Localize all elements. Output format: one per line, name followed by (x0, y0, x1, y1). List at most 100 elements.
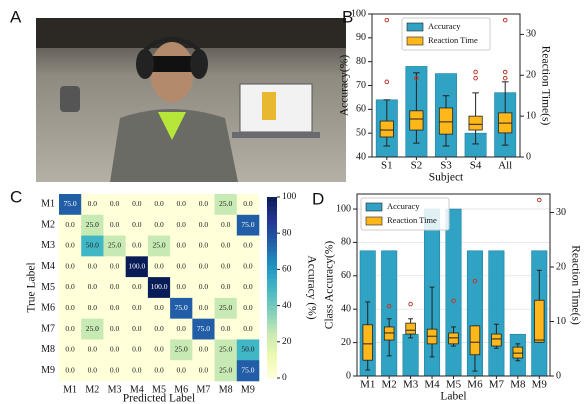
x-tick-label: M8 (510, 379, 526, 391)
box (534, 300, 544, 342)
cell-label: 0.0 (110, 345, 120, 354)
outlier (385, 80, 389, 84)
bar (489, 251, 504, 376)
x-tick-label: M3 (108, 384, 122, 395)
cell-label: 0.0 (110, 199, 120, 208)
cell-label: 0.0 (243, 324, 253, 333)
photo-robot-hand (60, 86, 80, 112)
cell-label: 100.0 (128, 261, 145, 270)
y-tick-label: 60 (341, 270, 351, 281)
cell-label: 0.0 (88, 199, 98, 208)
box (439, 108, 452, 134)
y-tick-label: M6 (41, 303, 55, 314)
cell-label: 0.0 (110, 220, 120, 229)
cell-label: 50.0 (241, 345, 254, 354)
cell-label: 25.0 (86, 324, 99, 333)
cell-label: 0.0 (65, 220, 75, 229)
figure: A B4050607080901000102030S1S2S3S4AllSubj… (0, 0, 585, 404)
legend-swatch (407, 23, 423, 31)
x-tick-label: M5 (446, 379, 462, 391)
x-tick-label: S2 (411, 160, 423, 172)
cell-label: 25.0 (219, 365, 232, 374)
cell-label: 0.0 (199, 365, 209, 374)
colorbar-segment (267, 373, 277, 378)
bar (381, 251, 396, 376)
cell-label: 75.0 (64, 199, 77, 208)
cell-label: 0.0 (132, 324, 142, 333)
y2-tick-label: 20 (556, 261, 566, 272)
y2-tick-label: 30 (556, 207, 566, 218)
box (492, 334, 502, 346)
cell-label: 0.0 (88, 303, 98, 312)
cell-label: 0.0 (110, 261, 120, 270)
cell-label: 0.0 (199, 345, 209, 354)
outlier (503, 70, 507, 74)
cell-label: 0.0 (132, 345, 142, 354)
photo-screen-content (262, 92, 276, 120)
colorbar-segment (267, 301, 277, 306)
cell-label: 0.0 (177, 324, 187, 333)
legend-swatch (407, 37, 423, 45)
colorbar-segment (267, 360, 277, 365)
colorbar-segment (267, 206, 277, 211)
cell-label: 0.0 (199, 261, 209, 270)
cell-label: 0.0 (154, 199, 164, 208)
colorbar-segment (267, 238, 277, 243)
colorbar-segment (267, 260, 277, 265)
x-tick-label: M9 (532, 379, 548, 391)
cell-label: 0.0 (243, 303, 253, 312)
y-tick-label: M2 (41, 219, 55, 230)
bar (446, 209, 461, 376)
photo-headphone (136, 49, 154, 79)
photo-laptop-base (232, 132, 320, 138)
y2-tick-label: 10 (526, 110, 536, 121)
x-axis-label: Predicted Label (123, 393, 195, 404)
colorbar-segment (267, 324, 277, 329)
y-tick-label: M9 (41, 365, 55, 376)
box (363, 325, 373, 360)
cell-label: 25.0 (219, 345, 232, 354)
colorbar-segment (267, 355, 277, 360)
y-tick-label: 60 (356, 104, 366, 115)
cell-label: 0.0 (132, 365, 142, 374)
legend-label: Accuracy (428, 21, 461, 31)
y-tick-label: M7 (41, 323, 55, 334)
x-axis-label: Subject (429, 172, 464, 184)
cell-label: 0.0 (88, 345, 98, 354)
photo (36, 18, 346, 182)
cell-label: 0.0 (199, 199, 209, 208)
cell-label: 0.0 (199, 282, 209, 291)
x-tick-label: M9 (241, 384, 255, 395)
colorbar-segment (267, 265, 277, 270)
cell-label: 25.0 (219, 303, 232, 312)
legend-label: Reaction Time (428, 35, 478, 45)
y2-tick-label: 10 (556, 316, 566, 327)
x-tick-label: M1 (63, 384, 77, 395)
colorbar-segment (267, 220, 277, 225)
outlier (409, 302, 413, 306)
y2-tick-label: 20 (526, 70, 536, 81)
colorbar-segment (267, 278, 277, 283)
cell-label: 0.0 (88, 261, 98, 270)
outlier (474, 70, 478, 74)
outlier (474, 76, 478, 80)
box (470, 326, 480, 355)
y-tick-label: 100 (336, 203, 351, 214)
colorbar-tick-label: 100 (282, 192, 297, 202)
y-tick-label: 40 (341, 304, 351, 315)
panel-label: C (10, 187, 22, 206)
panel-label: A (10, 7, 22, 26)
cell-label: 25.0 (175, 345, 188, 354)
colorbar-label: Accuracy (%) (305, 255, 317, 319)
colorbar-segment (267, 292, 277, 297)
colorbar-segment (267, 233, 277, 238)
cell-label: 0.0 (221, 282, 231, 291)
x-tick-label: S1 (381, 160, 393, 172)
legend-swatch (366, 217, 382, 225)
cell-label: 0.0 (177, 282, 187, 291)
outlier (385, 18, 389, 22)
cell-label: 0.0 (132, 220, 142, 229)
cell-label: 0.0 (65, 282, 75, 291)
bar (403, 334, 418, 376)
cell-label: 0.0 (177, 220, 187, 229)
